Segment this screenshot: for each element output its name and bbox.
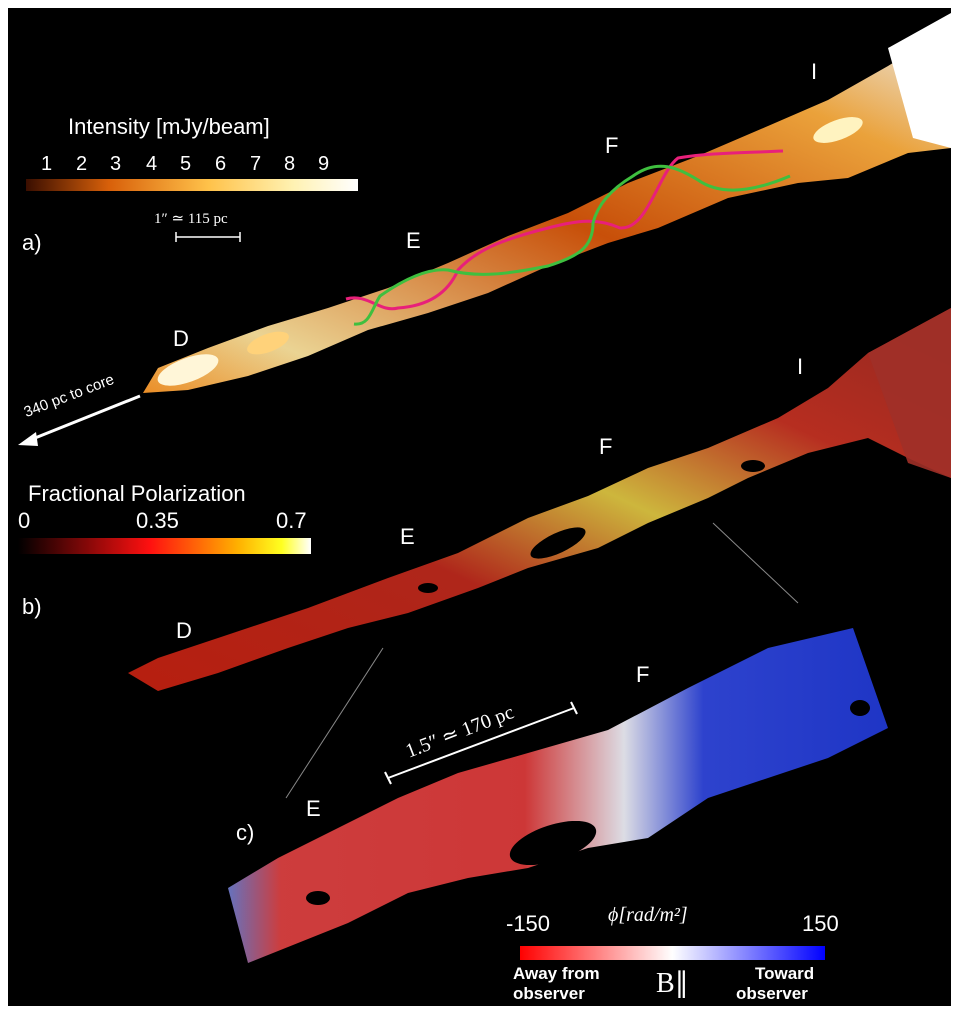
zoom-line-left [285, 647, 384, 799]
rm-right-caption-line1: Toward [755, 964, 815, 983]
rm-colorbar [520, 946, 825, 960]
knot-i-label: I [797, 354, 804, 379]
magenta-streamline [345, 149, 784, 311]
intensity-tick: 3 [110, 153, 122, 175]
intensity-tick: 2 [76, 153, 88, 175]
core-arrow [18, 394, 141, 446]
knot-f-label: F [599, 434, 613, 459]
green-streamline [353, 164, 791, 326]
intensity-tick: 7 [250, 153, 262, 175]
polarization-colorbar [18, 538, 311, 554]
intensity-tick: 5 [180, 153, 192, 175]
knot-f-label: F [605, 133, 619, 158]
panel-a-tag: a) [22, 230, 42, 255]
panel-a-scalebar [175, 232, 241, 242]
b-parallel-symbol: B∥ [656, 968, 689, 999]
rm-max-tick: 150 [802, 911, 839, 936]
panel-b-jet [128, 308, 951, 691]
intensity-tick: 1 [41, 153, 53, 175]
polarization-tick: 0.7 [276, 508, 307, 533]
polarization-tick: 0 [18, 508, 31, 533]
rm-right-caption-line2: observer [736, 984, 808, 1003]
zoom-line-right [712, 522, 799, 604]
polarization-tick: 0.35 [136, 508, 179, 533]
panel-c-scalebar [384, 701, 578, 785]
panel-a-jet [143, 13, 951, 393]
intensity-tick: 9 [318, 153, 330, 175]
jet-imagery [18, 13, 951, 963]
figure-canvas: Intensity [mJy/beam] 1 2 3 4 5 6 7 8 9 1… [8, 8, 951, 1006]
panel-a-scalebar-label: 1″ ≃ 115 pc [154, 211, 228, 227]
panel-c-tag: c) [236, 820, 255, 845]
intensity-colorbar [26, 179, 358, 191]
knot-d-label: D [176, 618, 192, 643]
rm-left-caption-line1: Away from [513, 964, 600, 983]
knot-e-label: E [306, 796, 321, 821]
rm-min-tick: -150 [506, 911, 551, 936]
knot-e-label: E [406, 228, 421, 253]
knot-f-label: F [636, 662, 650, 687]
knot-e-label: E [400, 524, 415, 549]
intensity-tick: 8 [284, 153, 296, 175]
knot-i-label: I [811, 59, 818, 84]
knot-d-label: D [173, 326, 189, 351]
intensity-tick: 6 [215, 153, 227, 175]
intensity-tick: 4 [146, 153, 158, 175]
intensity-colorbar-title: Intensity [mJy/beam] [68, 114, 270, 139]
panel-b-tag: b) [22, 594, 42, 619]
rm-colorbar-label: ϕ[rad/m²] [608, 904, 688, 926]
panel-c-jet [228, 628, 888, 963]
rm-left-caption-line2: observer [513, 984, 585, 1003]
polarization-colorbar-title: Fractional Polarization [28, 481, 246, 506]
